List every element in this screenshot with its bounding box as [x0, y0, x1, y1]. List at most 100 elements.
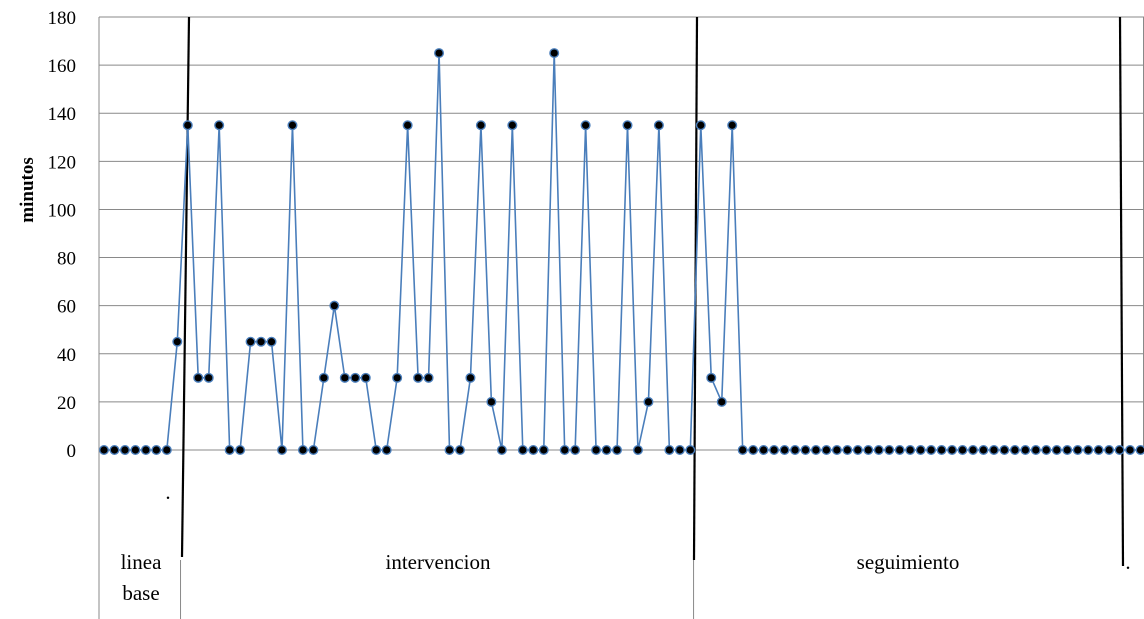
data-point	[276, 445, 287, 456]
data-point	[580, 120, 591, 131]
series-line	[104, 53, 1144, 451]
data-point	[402, 120, 413, 131]
data-point	[98, 445, 109, 456]
data-point	[957, 445, 968, 456]
data-point	[528, 445, 539, 456]
series-polyline	[104, 53, 1144, 451]
data-point	[423, 372, 434, 383]
data-point	[297, 445, 308, 456]
data-point	[653, 120, 664, 131]
grid	[99, 16, 1144, 451]
data-point	[810, 445, 821, 456]
y-tick-label: 120	[48, 152, 77, 173]
data-point	[999, 445, 1010, 456]
data-point	[894, 445, 905, 456]
data-point	[905, 445, 916, 456]
data-point	[769, 445, 780, 456]
y-tick-label: 160	[48, 56, 77, 77]
data-point	[1072, 445, 1083, 456]
data-point	[109, 445, 120, 456]
data-point	[287, 120, 298, 131]
data-point	[1041, 445, 1052, 456]
data-point	[413, 372, 424, 383]
y-axis-label: minutos	[17, 157, 38, 222]
data-point	[1104, 445, 1115, 456]
data-point	[119, 445, 130, 456]
data-point	[214, 120, 225, 131]
data-point	[988, 445, 999, 456]
data-point	[1030, 445, 1041, 456]
data-point	[266, 336, 277, 347]
y-tick-label: 0	[67, 441, 77, 462]
data-point	[978, 445, 989, 456]
data-point	[612, 445, 623, 456]
data-point	[172, 336, 183, 347]
data-point	[507, 120, 518, 131]
data-point	[622, 120, 633, 131]
data-point	[884, 445, 895, 456]
data-point	[601, 445, 612, 456]
data-point	[632, 445, 643, 456]
data-point	[559, 445, 570, 456]
data-point	[779, 445, 790, 456]
y-tick-label: 80	[57, 249, 76, 270]
data-point	[256, 336, 267, 347]
data-point	[224, 445, 235, 456]
data-point	[329, 300, 340, 311]
data-point	[203, 372, 214, 383]
data-point	[381, 445, 392, 456]
data-point	[517, 445, 528, 456]
data-point	[161, 445, 172, 456]
data-point	[1051, 445, 1062, 456]
data-point	[308, 445, 319, 456]
phase-label-baseline-line2: base	[122, 581, 159, 605]
data-point	[371, 445, 382, 456]
phase-label-end: .	[1125, 550, 1130, 574]
data-point	[758, 445, 769, 456]
data-point	[915, 445, 926, 456]
data-point	[235, 445, 246, 456]
data-point	[444, 445, 455, 456]
data-point	[1020, 445, 1031, 456]
data-point	[664, 445, 675, 456]
y-axis-ticks: 0 20 40 60 80 100 120 140 160 180	[48, 8, 77, 462]
data-point	[1083, 445, 1094, 456]
data-point	[716, 396, 727, 407]
data-point	[496, 445, 507, 456]
data-point	[643, 396, 654, 407]
y-tick-label: 60	[57, 297, 76, 318]
data-point	[727, 120, 738, 131]
data-point	[695, 120, 706, 131]
phase-label-intervention: intervencion	[386, 550, 491, 574]
phase-labels: linea base intervencion seguimiento..	[121, 480, 1131, 605]
data-point	[570, 445, 581, 456]
annotation-dot: .	[165, 480, 170, 504]
data-point	[748, 445, 759, 456]
data-point	[318, 372, 329, 383]
data-point	[339, 372, 350, 383]
data-point	[350, 372, 361, 383]
phase-line-3	[1118, 16, 1125, 567]
y-tick-label: 140	[48, 104, 77, 125]
data-point	[674, 445, 685, 456]
data-point	[182, 120, 193, 131]
series-points	[98, 48, 1144, 456]
phase-label-followup: seguimiento	[857, 550, 960, 574]
data-point	[591, 445, 602, 456]
data-point	[831, 445, 842, 456]
data-point	[475, 120, 486, 131]
data-point	[1125, 445, 1136, 456]
data-point	[706, 372, 717, 383]
data-point	[936, 445, 947, 456]
data-point	[549, 48, 560, 59]
data-point	[800, 445, 811, 456]
data-point	[737, 445, 748, 456]
data-point	[454, 445, 465, 456]
data-point	[1009, 445, 1020, 456]
data-point	[926, 445, 937, 456]
data-point	[434, 48, 445, 59]
data-point	[245, 336, 256, 347]
y-tick-label: 100	[48, 200, 77, 221]
data-point	[465, 372, 476, 383]
